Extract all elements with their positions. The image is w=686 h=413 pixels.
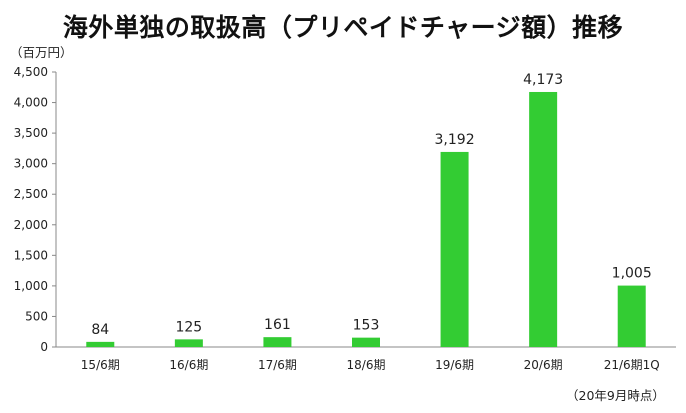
y-tick-label: 2,500 — [14, 187, 48, 201]
y-tick-label: 2,000 — [14, 218, 48, 232]
data-label: 84 — [91, 322, 109, 338]
y-tick-label: 1,000 — [14, 279, 48, 293]
data-label: 1,005 — [612, 266, 652, 282]
y-tick-label: 4,500 — [14, 65, 48, 79]
date-note: （20年9月時点） — [566, 388, 665, 403]
data-label: 161 — [264, 317, 291, 333]
chart-title: 海外単独の取扱高（プリペイドチャージ額）推移 — [62, 13, 624, 42]
y-tick-label: 4,000 — [14, 96, 48, 110]
data-label: 125 — [175, 319, 202, 335]
bar — [440, 151, 469, 347]
x-tick-label: 20/6期 — [524, 358, 563, 372]
bar — [263, 337, 292, 347]
bar — [617, 285, 646, 347]
x-tick-label: 16/6期 — [169, 358, 208, 372]
x-tick-label: 19/6期 — [435, 358, 474, 372]
y-tick-label: 3,500 — [14, 126, 48, 140]
bar — [174, 339, 203, 347]
data-label: 153 — [353, 318, 380, 334]
x-tick-label: 15/6期 — [81, 358, 120, 372]
data-label: 4,173 — [523, 72, 563, 88]
y-axis-unit-label: （百万円） — [10, 45, 73, 60]
x-tick-label: 18/6期 — [347, 358, 386, 372]
bar — [86, 341, 115, 347]
y-tick-label: 1,500 — [14, 248, 48, 262]
y-tick-label: 500 — [25, 309, 48, 323]
data-label: 3,192 — [435, 132, 475, 148]
bar — [529, 91, 558, 347]
bar — [352, 337, 380, 347]
x-tick-label: 17/6期 — [258, 358, 297, 372]
y-tick-label: 3,000 — [14, 157, 48, 171]
y-tick-label: 0 — [40, 340, 48, 354]
x-tick-label: 21/6期1Q — [604, 358, 660, 372]
